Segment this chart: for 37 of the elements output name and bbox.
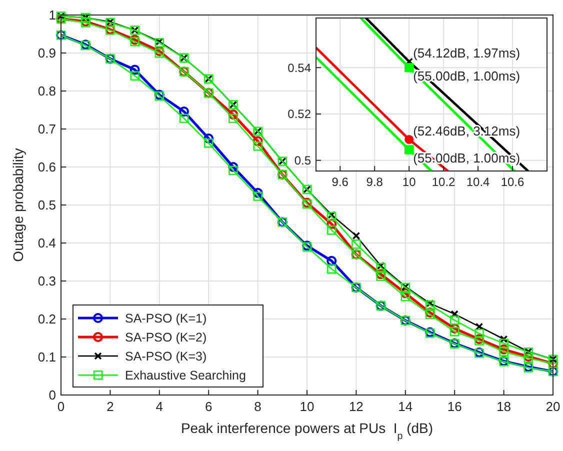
- annotation: (54.12dB, 1.97ms): [413, 46, 520, 61]
- y-axis-title: Outage probability: [10, 148, 26, 262]
- x-tick-label: 10: [300, 399, 314, 414]
- x-tick-label: 10.6: [500, 175, 525, 189]
- x-tick-label: 10.4: [466, 175, 490, 189]
- x-tick-label: 16: [447, 399, 462, 414]
- y-tick-label: 0.9: [38, 46, 56, 61]
- x-tick-label: 18: [496, 399, 512, 414]
- y-tick-label: 0.5: [38, 198, 56, 213]
- y-tick-label: 0.5: [294, 154, 312, 168]
- y-tick-label: 0.7: [38, 122, 56, 137]
- legend-label: SA-PSO (K=3): [125, 349, 207, 364]
- x-axis-title: Peak interference powers at PUs I$_{p}$ (dB): [180, 420, 434, 442]
- y-tick-label: 0.3: [38, 274, 56, 289]
- y-tick-label: 1: [48, 8, 56, 23]
- y-tick-label: 0.54: [288, 60, 312, 75]
- x-tick-label: 20: [546, 399, 560, 414]
- x-tick-label: 9.6: [332, 175, 349, 189]
- x-tick-label: 4: [156, 399, 164, 414]
- x-tick-label: 9.8: [366, 175, 384, 189]
- legend-label: SA-PSO (K=1): [125, 311, 207, 326]
- legend-label: SA-PSO (K=2): [125, 330, 207, 344]
- x-tick-label: 6: [204, 399, 212, 414]
- legend-label: Exhaustive Searching: [125, 368, 246, 382]
- y-tick-label: 0.2: [38, 312, 56, 327]
- y-tick-label: 0.8: [38, 84, 56, 99]
- y-tick-label: 0: [48, 388, 56, 403]
- y-tick-label: 0.52: [288, 107, 312, 122]
- x-tick-label: 12: [348, 399, 364, 414]
- x-tick-label: 8: [254, 399, 262, 414]
- x-tick-label: 10: [402, 175, 416, 189]
- y-tick-label: 0.1: [38, 350, 56, 365]
- y-tick-label: 0.6: [38, 160, 56, 175]
- x-tick-label: 10.2: [432, 175, 456, 189]
- x-tick-label: 2: [106, 399, 114, 414]
- x-tick-label: 14: [398, 399, 413, 414]
- y-tick-label: 0.4: [38, 236, 56, 251]
